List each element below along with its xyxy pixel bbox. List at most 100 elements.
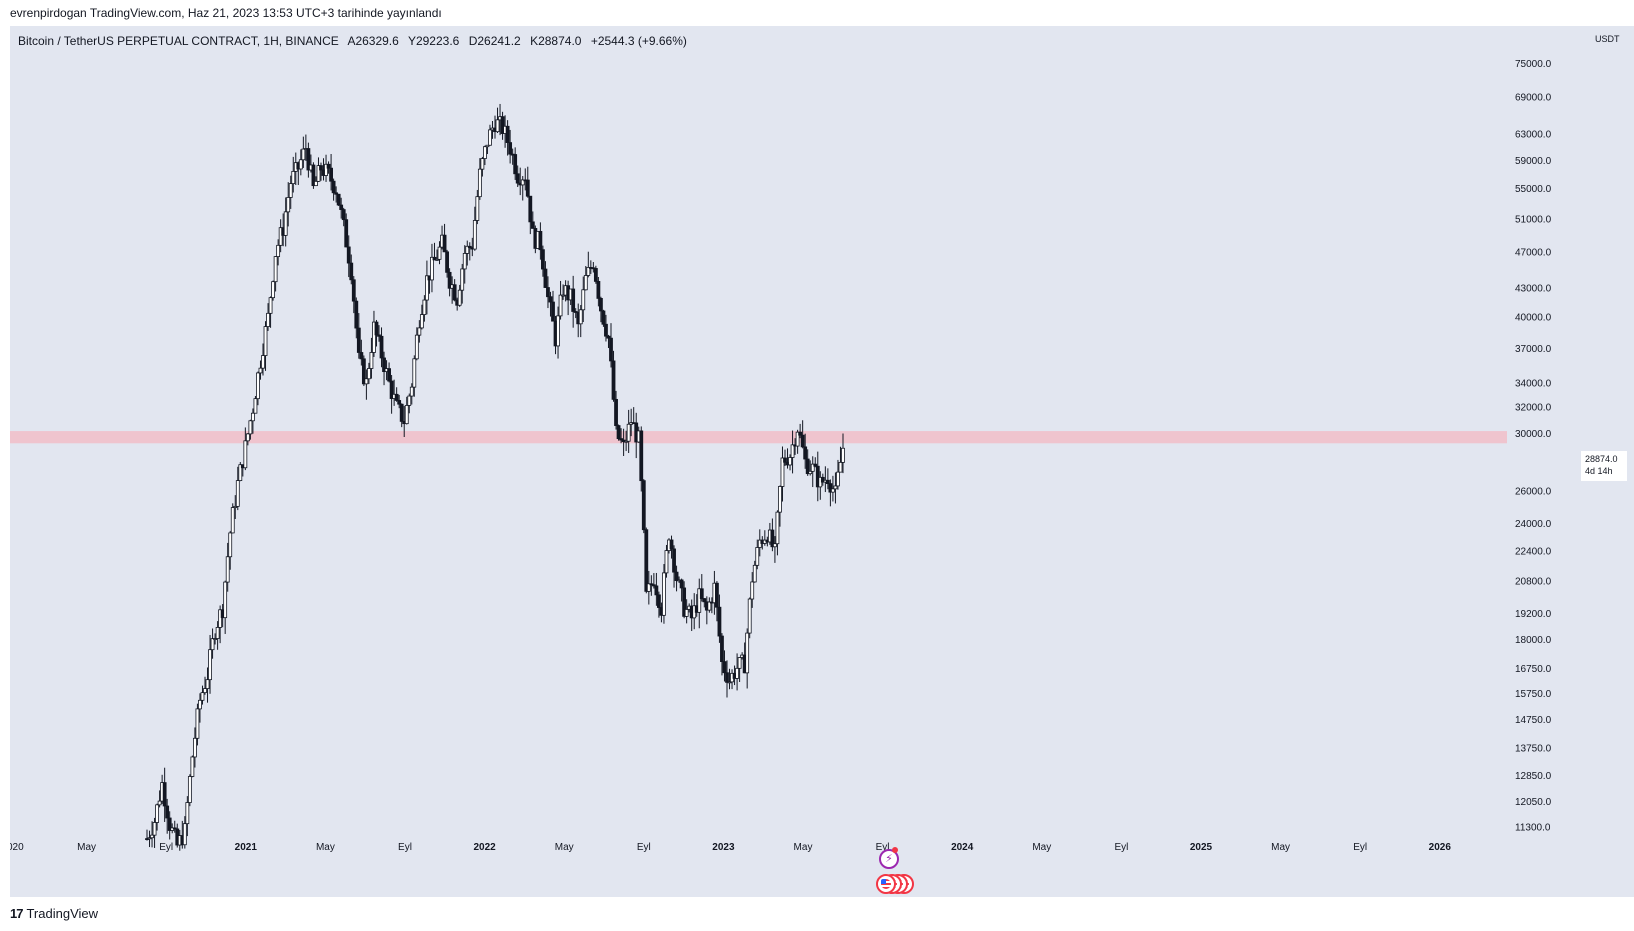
candle-body: [417, 327, 422, 336]
candle-body: [298, 159, 303, 170]
candle-body: [778, 486, 782, 513]
economic-events[interactable]: [876, 874, 926, 896]
candle-body: [435, 258, 439, 261]
publish-caption: evrenpirdogan TradingView.com, Haz 21, 2…: [10, 6, 442, 20]
candle-body: [783, 457, 787, 463]
candle-body: [808, 470, 813, 475]
candle-body: [578, 309, 583, 325]
us-flag-icon[interactable]: [876, 874, 896, 894]
candle-body: [341, 209, 346, 221]
candle-body: [528, 195, 533, 223]
time-axis-tick: May: [1271, 842, 1290, 853]
candle-body: [674, 571, 679, 581]
candle-body: [198, 699, 202, 710]
candle-body: [268, 297, 273, 314]
candle-body: [422, 299, 427, 315]
candle-body: [702, 598, 707, 603]
candle-body: [780, 457, 785, 487]
time-axis-tick: May: [555, 842, 574, 853]
candle-body: [306, 148, 311, 171]
candle-body: [483, 146, 487, 159]
candle-body: [228, 532, 233, 558]
candle-body: [770, 529, 775, 548]
candle-body: [258, 367, 263, 374]
symbol-title[interactable]: Bitcoin / TetherUS PERPETUAL CONTRACT, 1…: [18, 34, 339, 48]
candle-body: [445, 251, 449, 273]
lightning-icon[interactable]: ⚡: [879, 849, 899, 869]
candle-body: [520, 179, 525, 186]
candle-body: [747, 598, 752, 634]
candle-body: [508, 142, 513, 155]
candle-body: [311, 164, 316, 187]
candle-body: [283, 211, 288, 236]
candle-body: [409, 386, 414, 397]
price-axis-tick: 24000.0: [1515, 519, 1552, 530]
candle-body: [399, 403, 404, 422]
candle-body: [725, 672, 729, 683]
candle-body: [697, 588, 702, 613]
candle-body: [654, 585, 659, 596]
candle-body: [437, 246, 442, 260]
candle-body: [230, 507, 235, 534]
candle-body: [182, 823, 187, 846]
candle-body: [541, 249, 545, 270]
candle-body: [273, 256, 278, 283]
price-axis-tick: 16750.0: [1515, 664, 1552, 675]
time-axis-tick: May: [1032, 842, 1051, 853]
current-price-label: 28874.0 4d 14h: [1581, 451, 1627, 481]
candle-body: [815, 465, 820, 488]
candle-body: [225, 556, 230, 583]
candle-body: [715, 582, 719, 608]
price-axis-tick: 19200.0: [1515, 609, 1552, 620]
candle-body: [200, 692, 205, 701]
candle-body: [276, 244, 281, 257]
candle-body: [573, 311, 578, 313]
price-axis-tick: 11300.0: [1515, 823, 1551, 834]
candle-body: [735, 667, 739, 679]
price-axis-tick: 12050.0: [1515, 797, 1552, 808]
candle-body: [167, 817, 172, 831]
candle-body: [238, 464, 243, 481]
candle-body: [367, 368, 371, 380]
candle-body: [626, 423, 631, 442]
candle-body: [172, 827, 177, 830]
candle-body: [414, 334, 419, 360]
candle-body: [336, 193, 341, 206]
candle-body: [833, 485, 838, 490]
tradingview-brand[interactable]: 17 TradingView: [10, 906, 98, 921]
candle-body: [314, 180, 318, 187]
candle-body: [657, 594, 661, 608]
candle-body: [430, 256, 434, 281]
candle-body: [480, 158, 485, 170]
candle-body: [672, 548, 676, 573]
price-axis-tick: 18000.0: [1515, 635, 1552, 646]
candle-body: [773, 543, 777, 548]
candle-body: [699, 588, 704, 599]
candle-body: [601, 310, 606, 325]
candle-body: [301, 148, 306, 161]
candle-body: [500, 116, 505, 134]
price-axis-tick: 63000.0: [1515, 129, 1552, 140]
price-axis-tick: 37000.0: [1515, 344, 1552, 355]
candle-body: [609, 337, 613, 362]
time-axis-tick: May: [794, 842, 813, 853]
time-axis-tick: Eyl: [637, 842, 651, 853]
candle-body: [407, 395, 412, 406]
candle-body: [788, 457, 792, 466]
price-chart[interactable]: 75000.0 69000.0 63000.0 59000.0 55000.0 51000…: [10, 26, 1634, 897]
candle-body: [419, 314, 424, 329]
candle-body: [641, 480, 646, 531]
candle-body: [223, 581, 228, 619]
price-axis-tick: 55000.0: [1515, 184, 1552, 195]
price-axis-tick: 47000.0: [1515, 248, 1552, 259]
chart-area[interactable]: Bitcoin / TetherUS PERPETUAL CONTRACT, 1…: [10, 26, 1634, 897]
candle-body: [805, 458, 810, 475]
candle-body: [831, 488, 835, 493]
currency-label[interactable]: USDT: [1595, 34, 1620, 44]
price-axis-tick: 30000.0: [1515, 429, 1552, 440]
candle-body: [152, 822, 157, 836]
candle-body: [836, 471, 840, 487]
candle-body: [329, 167, 333, 182]
candle-body: [215, 627, 220, 639]
time-axis-tick: Eyl: [159, 842, 173, 853]
